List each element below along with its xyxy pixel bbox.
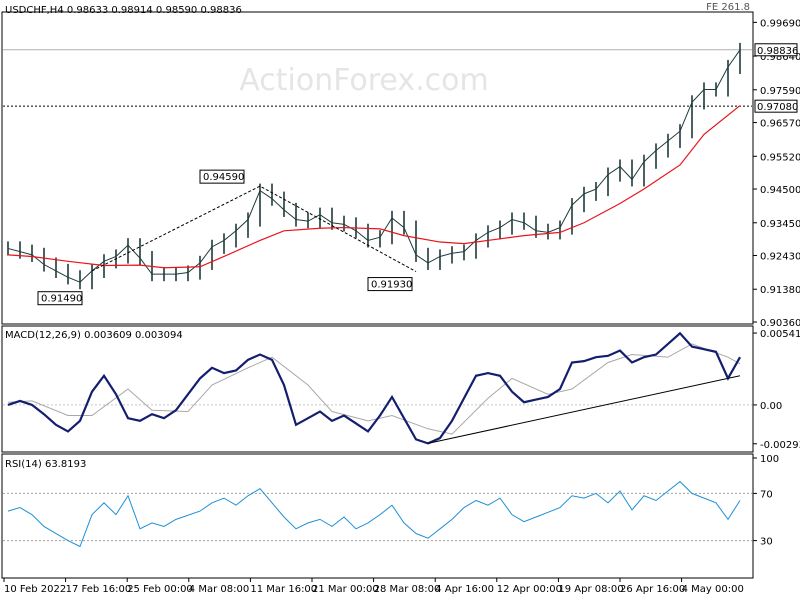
rsi-tick-label: 100 — [760, 454, 779, 465]
annotation-box — [199, 169, 245, 184]
price-tick-label: 0.90360 — [760, 318, 800, 329]
rsi-axis: 100 70 30 — [753, 454, 779, 548]
level-label: 0.97080 — [757, 102, 798, 113]
rsi-plot — [3, 480, 752, 548]
price-tick-label: 0.93450 — [760, 219, 800, 230]
time-tick-label: 19 Apr 08:00 — [558, 584, 623, 595]
macd-panel — [1, 325, 754, 453]
rsi-tick-label: 70 — [760, 489, 773, 500]
macd-signal-line — [7, 343, 741, 435]
time-tick-label: 10 Feb 2022 — [4, 584, 66, 595]
price-tick-label: 0.96570 — [760, 119, 800, 130]
time-tick-label: 26 Apr 16:00 — [620, 584, 685, 595]
price-close-line — [7, 49, 741, 283]
rsi-tick-label: 30 — [760, 537, 773, 548]
swing-trendline — [91, 185, 417, 273]
price-panel — [1, 11, 754, 325]
level-label-box — [754, 99, 798, 113]
macd-line — [7, 331, 741, 445]
macd-tick-label: 0.00 — [760, 401, 782, 412]
annotation-label: 0.91490 — [41, 294, 82, 305]
macd-tick-label: 0.005419 — [760, 329, 800, 340]
time-tick-label: 4 Mar 08:00 — [189, 584, 249, 595]
current-price-label: 0.98836 — [757, 46, 798, 57]
time-tick-label: 28 Mar 08:00 — [374, 584, 441, 595]
rsi-line — [7, 480, 741, 548]
annotation-box — [37, 291, 83, 306]
time-tick-label: 12 Apr 00:00 — [497, 584, 562, 595]
price-tick-label: 0.94500 — [760, 185, 800, 196]
price-axis: 0.99690 0.98640 0.97590 0.96570 0.95520 0.945… — [753, 18, 800, 329]
annotation-box — [367, 277, 413, 292]
price-tick-label: 0.99690 — [760, 18, 800, 29]
time-tick-label: 17 Feb 16:00 — [66, 584, 132, 595]
current-price-label-box — [754, 43, 798, 57]
macd-plot — [3, 331, 752, 445]
annotation-label: 0.91930 — [371, 280, 412, 291]
watermark: ActionForex.com — [239, 63, 488, 98]
annotation-label: 0.94590 — [203, 172, 244, 183]
price-tick-label: 0.92430 — [760, 252, 800, 263]
price-tick-label: 0.98640 — [760, 52, 800, 63]
price-plot: 0.98836 0.97080 0.91490 0.94590 0.91930 — [3, 42, 798, 306]
price-header: USDCHF,H4 0.98633 0.98914 0.98590 0.9883… — [5, 5, 242, 16]
time-tick-label: 25 Feb 00:00 — [127, 584, 193, 595]
time-tick-label: 4 Apr 16:00 — [435, 584, 494, 595]
price-tick-label: 0.97590 — [760, 86, 800, 97]
fe-label: FE 261.8 — [706, 2, 750, 13]
sma-line — [7, 105, 741, 269]
price-tick-label: 0.91380 — [760, 285, 800, 296]
macd-header: MACD(12,26,9) 0.003609 0.003094 — [5, 330, 183, 341]
time-tick-label: 21 Mar 00:00 — [312, 584, 379, 595]
macd-trendline — [427, 375, 741, 444]
time-tick-label: 11 Mar 16:00 — [250, 584, 317, 595]
macd-axis: 0.005419 0.00 -0.00293 — [753, 329, 800, 451]
time-tick-label: 4 May 00:00 — [682, 584, 744, 595]
macd-tick-label: -0.00293 — [760, 440, 800, 451]
rsi-header: RSI(14) 63.8193 — [5, 459, 86, 470]
price-tick-label: 0.95520 — [760, 152, 800, 163]
